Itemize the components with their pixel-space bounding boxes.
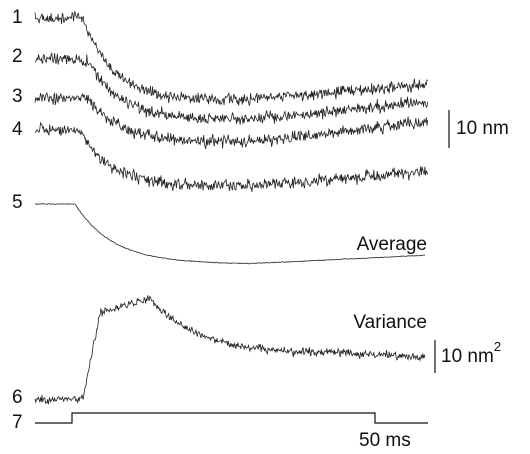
trace-number: 7 (12, 412, 23, 433)
scale-label: 10 nm (456, 118, 509, 139)
scale-label: 50 ms (359, 430, 411, 451)
scale-label-superscript: 2 (494, 339, 501, 354)
noisy-trace (34, 121, 429, 192)
scale-label-main: 10 nm (441, 346, 494, 367)
noisy-trace (34, 91, 429, 150)
noisy-trace (34, 11, 428, 107)
traces (34, 11, 429, 405)
scale-label: 10 nm2 (441, 339, 501, 367)
average-label: Average (357, 234, 427, 255)
trace-number: 5 (12, 192, 23, 213)
trace-number: 6 (12, 387, 23, 408)
trace-number: 3 (12, 86, 23, 107)
trace-number: 4 (12, 119, 23, 140)
variance-label: Variance (353, 312, 427, 333)
stimulus-trace (35, 412, 428, 424)
trace-number: 2 (12, 46, 23, 67)
noisy-trace (34, 52, 429, 125)
average-trace (34, 203, 426, 265)
trace-number: 1 (12, 7, 23, 28)
variance-trace (34, 295, 426, 405)
